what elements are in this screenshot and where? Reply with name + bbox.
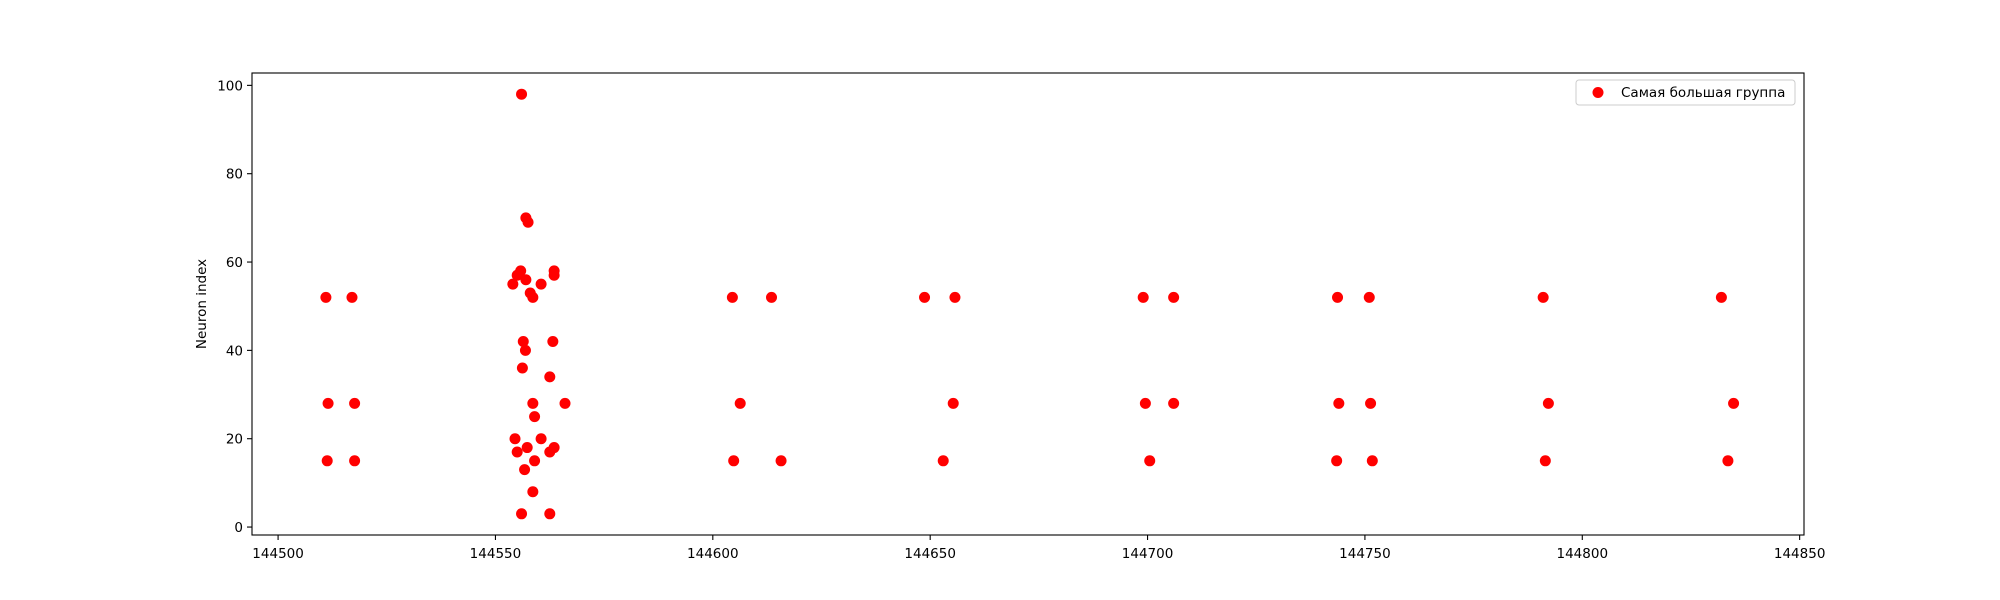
- data-point-35: [516, 508, 528, 520]
- y-axis: 0 20 40 60 80 100: [217, 78, 252, 536]
- data-point-32: [529, 455, 541, 467]
- data-point-60: [1715, 291, 1727, 303]
- x-tick-label-3: 144650: [904, 546, 956, 562]
- data-point-43: [949, 291, 961, 303]
- data-point-9: [507, 278, 519, 290]
- data-point-31: [544, 446, 556, 458]
- x-axis: 144500 144550 144600 144650 144700 144750 1448…: [252, 535, 1825, 562]
- data-point-58: [1542, 397, 1554, 409]
- data-point-30: [511, 446, 523, 458]
- data-point-38: [734, 397, 746, 409]
- data-point-14: [527, 291, 539, 303]
- data-point-40: [766, 291, 778, 303]
- data-point-22: [544, 371, 556, 383]
- data-point-11: [515, 265, 527, 277]
- data-point-19: [519, 344, 531, 356]
- x-tick-label-0: 144500: [252, 546, 304, 562]
- data-point-54: [1363, 291, 1375, 303]
- data-point-52: [1333, 397, 1345, 409]
- data-point-47: [1139, 397, 1151, 409]
- x-tick-label-2: 144600: [687, 546, 739, 562]
- data-point-48: [1144, 455, 1156, 467]
- data-point-53: [1331, 455, 1343, 467]
- data-point-39: [728, 455, 740, 467]
- data-point-2: [321, 455, 333, 467]
- data-point-49: [1168, 291, 1180, 303]
- data-point-55: [1365, 397, 1377, 409]
- data-point-21: [516, 362, 528, 374]
- data-point-50: [1168, 397, 1180, 409]
- data-point-62: [1722, 455, 1734, 467]
- data-point-24: [559, 397, 571, 409]
- data-point-18: [517, 336, 529, 348]
- legend: Самая большая группа: [1575, 79, 1796, 106]
- data-point-0: [320, 291, 332, 303]
- y-tick-label-0: 0: [234, 520, 243, 536]
- data-point-42: [919, 291, 931, 303]
- data-point-5: [349, 455, 361, 467]
- x-tick-label-1: 144550: [470, 546, 522, 562]
- data-point-51: [1332, 291, 1344, 303]
- x-tick-label-5: 144750: [1339, 546, 1391, 562]
- data-point-3: [346, 291, 358, 303]
- x-tick-label-4: 144700: [1122, 546, 1174, 562]
- data-point-20: [547, 336, 559, 348]
- legend-marker: [1592, 87, 1604, 98]
- data-point-26: [509, 433, 521, 445]
- legend-label: Самая большая группа: [1621, 85, 1785, 101]
- data-point-33: [519, 464, 531, 476]
- data-point-41: [775, 455, 787, 467]
- data-point-27: [535, 433, 547, 445]
- data-point-25: [529, 411, 541, 423]
- data-point-17: [548, 269, 560, 281]
- legend-box: [1575, 79, 1796, 106]
- data-point-28: [521, 442, 533, 454]
- data-point-56: [1366, 455, 1378, 467]
- data-point-8: [522, 216, 534, 228]
- data-point-6: [516, 88, 528, 100]
- data-point-23: [527, 397, 539, 409]
- data-point-36: [544, 508, 556, 520]
- data-point-12: [520, 274, 532, 286]
- data-point-37: [726, 291, 738, 303]
- data-point-59: [1539, 455, 1551, 467]
- x-tick-label-7: 144850: [1774, 546, 1826, 562]
- y-tick-label-4: 80: [226, 167, 243, 183]
- data-point-4: [349, 397, 361, 409]
- y-tick-label-1: 20: [226, 432, 243, 448]
- data-point-61: [1728, 397, 1740, 409]
- y-tick-label-2: 40: [226, 343, 243, 359]
- y-axis-label: Neuron index: [194, 259, 210, 349]
- data-point-45: [937, 455, 949, 467]
- data-point-44: [947, 397, 959, 409]
- data-point-15: [535, 278, 547, 290]
- y-tick-label-5: 100: [217, 78, 243, 94]
- x-tick-label-6: 144800: [1557, 546, 1609, 562]
- data-points: [320, 88, 1740, 520]
- data-point-34: [527, 486, 539, 498]
- data-point-46: [1137, 291, 1149, 303]
- data-point-57: [1537, 291, 1549, 303]
- y-tick-label-3: 60: [226, 255, 243, 271]
- plot-frame: [251, 72, 1805, 536]
- data-point-1: [322, 397, 334, 409]
